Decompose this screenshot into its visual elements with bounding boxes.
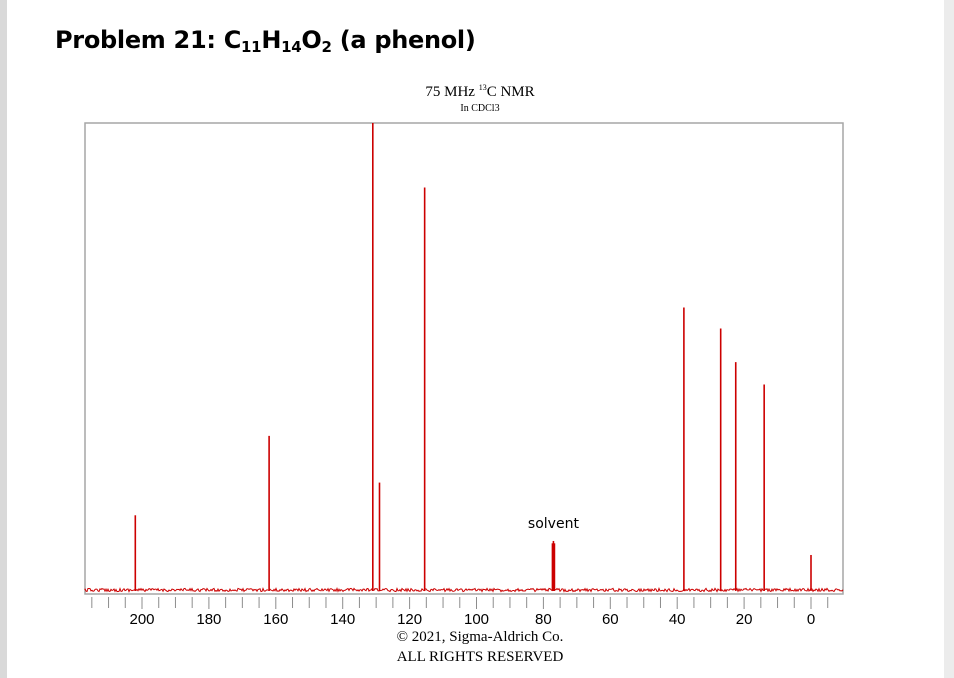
problem-title-sub-14: 14 — [281, 38, 302, 56]
chart-annotations: solvent — [528, 516, 580, 532]
copyright: © 2021, Sigma-Aldrich Co. ALL RIGHTS RES… — [330, 627, 630, 667]
chart-subtitle: In CDCl3 — [460, 103, 500, 114]
solvent-label: solvent — [528, 516, 580, 532]
spectrum-baseline — [84, 587, 844, 593]
x-axis-ticks — [91, 597, 829, 609]
x-tick-label: 140 — [330, 611, 355, 628]
problem-title-prefix: Problem 21: C — [55, 26, 242, 54]
problem-title-o: O — [301, 26, 322, 54]
problem-title: Problem 21: C11H14O2 (a phenol) — [55, 26, 476, 56]
problem-title-sub-11: 11 — [241, 38, 262, 56]
x-axis-tick-labels: 200 180 160 140 120 100 80 60 40 20 0 — [129, 611, 815, 628]
x-tick-label: 180 — [196, 611, 221, 628]
problem-title-sub-2: 2 — [321, 38, 332, 56]
problem-title-h: H — [261, 26, 282, 54]
left-edge-bar — [0, 0, 7, 678]
chart-title: 75 MHz 13C NMR — [380, 83, 580, 101]
x-tick-label: 120 — [397, 611, 422, 628]
copyright-line-2: ALL RIGHTS RESERVED — [396, 649, 564, 665]
chart-title-pre: 75 MHz — [425, 84, 479, 100]
x-tick-label: 60 — [602, 611, 619, 628]
x-tick-label: 160 — [263, 611, 288, 628]
problem-title-suffix: (a phenol) — [331, 26, 476, 54]
x-tick-label: 40 — [669, 611, 686, 628]
chart-title-isotope: 13 — [478, 83, 487, 92]
chart-title-post: C NMR — [486, 84, 535, 100]
right-edge-bar — [944, 0, 954, 678]
x-tick-label: 100 — [464, 611, 489, 628]
spectrum-peaks — [134, 123, 812, 591]
x-tick-label: 0 — [807, 611, 815, 628]
x-tick-label: 80 — [535, 611, 552, 628]
copyright-line-1: © 2021, Sigma-Aldrich Co. — [396, 629, 564, 645]
x-tick-label: 20 — [736, 611, 753, 628]
x-tick-label: 200 — [129, 611, 154, 628]
plot-frame — [84, 122, 844, 595]
